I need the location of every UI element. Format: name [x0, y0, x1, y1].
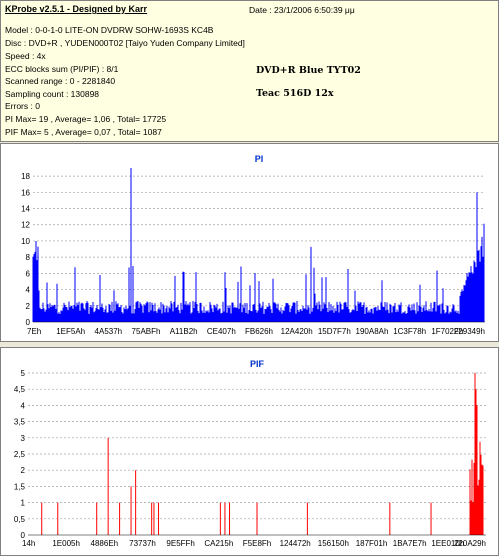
x-tick-label: A11B2h: [170, 327, 198, 336]
x-tick-label: 4886Eh: [91, 539, 119, 548]
y-tick-label: 2: [26, 302, 31, 311]
x-tick-label: 190A8Ah: [356, 327, 389, 336]
y-tick-label: 4: [21, 401, 26, 410]
x-tick-label: F5E8Fh: [243, 539, 271, 548]
y-tick-label: 12: [21, 221, 30, 230]
pif-chart-panel: PIF 0 0,5 1 1,5 2 2,5 3 3,5 4 4,5 5 14h 1E005h 4886Eh 7…: [0, 347, 499, 556]
pi-chart-panel: PI 0 2 4 6 8 10 12 14 16 18 7Eh 1EF5Ah 4A537h 75ABFh A1…: [0, 143, 499, 342]
sampling-count: Sampling count : 130898: [5, 89, 100, 99]
x-tick-label: FB626h: [245, 327, 273, 336]
pi-chart: PI 0 2 4 6 8 10 12 14 16 18 7Eh 1EF5Ah 4A537h 75ABFh A1…: [21, 154, 485, 336]
pif-series: [41, 373, 484, 535]
x-tick-label: 220A29h: [454, 539, 486, 548]
drive-label: Teac 516D 12x: [256, 88, 334, 99]
pi-series: [32, 168, 485, 322]
disc-label: DVD+R Blue TYT02: [256, 65, 361, 76]
y-tick-label: 1: [21, 499, 26, 508]
x-tick-label: 1EE010h: [431, 539, 464, 548]
ecc-blocks: ECC blocks sum (PI/PIF) : 8/1: [5, 64, 119, 74]
x-tick-label: 187F01h: [356, 539, 388, 548]
x-tick-label: 156150h: [318, 539, 349, 548]
chart-title: PIF: [250, 359, 265, 369]
x-tick-label: 1F702Fh: [431, 327, 463, 336]
scanned-range: Scanned range : 0 - 2281840: [5, 76, 116, 86]
errors-count: Errors : 0: [5, 101, 40, 111]
x-tick-label: 1BA7E7h: [393, 539, 427, 548]
x-tick-label: 229349h: [454, 327, 485, 336]
y-tick-label: 1,5: [14, 482, 26, 491]
x-tick-label: 12A420h: [281, 327, 313, 336]
drive-model: Model : 0-0-1-0 LITE-ON DVDRW SOHW-1693S…: [5, 25, 214, 35]
y-tick-label: 0,5: [14, 515, 26, 524]
y-tick-label: 2,5: [14, 450, 26, 459]
x-tick-label: CE407h: [207, 327, 236, 336]
pif-chart: PIF 0 0,5 1 1,5 2 2,5 3 3,5 4 4,5 5 14h 1E005h 4886Eh 7…: [14, 359, 486, 548]
x-tick-label: 1E005h: [52, 539, 80, 548]
y-tick-label: 3: [21, 434, 26, 443]
chart-title: PI: [255, 154, 264, 164]
x-tick-label: 4A537h: [95, 327, 123, 336]
pi-stats: PI Max= 19 , Average= 1,06 , Total= 1772…: [5, 114, 167, 124]
disc-info: Disc : DVD+R , YUDEN000T02 [Taiyo Yuden …: [5, 38, 245, 48]
x-tick-label: 9E5FFh: [166, 539, 194, 548]
x-tick-label: 15D7F7h: [318, 327, 351, 336]
y-tick-label: 4,5: [14, 385, 26, 394]
y-tick-label: 14: [21, 205, 30, 214]
y-tick-label: 8: [26, 253, 31, 262]
x-tick-label: 7Eh: [27, 327, 41, 336]
x-tick-label: 1C3F78h: [393, 327, 426, 336]
y-tick-label: 3,5: [14, 418, 26, 427]
y-tick-label: 5: [21, 369, 26, 378]
x-tick-label: 75ABFh: [132, 327, 161, 336]
x-tick-label: 73737h: [129, 539, 156, 548]
x-tick-label: 14h: [22, 539, 35, 548]
y-tick-label: 16: [21, 188, 30, 197]
y-tick-label: 2: [21, 466, 26, 475]
scan-date: Date : 23/1/2006 6:50:39 μμ: [249, 5, 355, 15]
app-title: KProbe v2.5.1 - Designed by Karr: [5, 4, 148, 14]
x-tick-label: 124472h: [280, 539, 311, 548]
y-tick-label: 18: [21, 172, 30, 181]
x-tick-label: 1EF5Ah: [56, 327, 85, 336]
pif-stats: PIF Max= 5 , Average= 0,07 , Total= 1087: [5, 127, 162, 137]
info-panel: KProbe v2.5.1 - Designed by Karr Date : …: [0, 0, 499, 142]
x-tick-label: CA215h: [204, 539, 233, 548]
y-tick-label: 6: [26, 269, 31, 278]
y-tick-label: 0: [26, 318, 31, 327]
y-tick-label: 10: [21, 237, 30, 246]
scan-speed: Speed : 4x: [5, 51, 46, 61]
y-tick-label: 0: [21, 531, 26, 540]
y-tick-label: 4: [26, 286, 31, 295]
